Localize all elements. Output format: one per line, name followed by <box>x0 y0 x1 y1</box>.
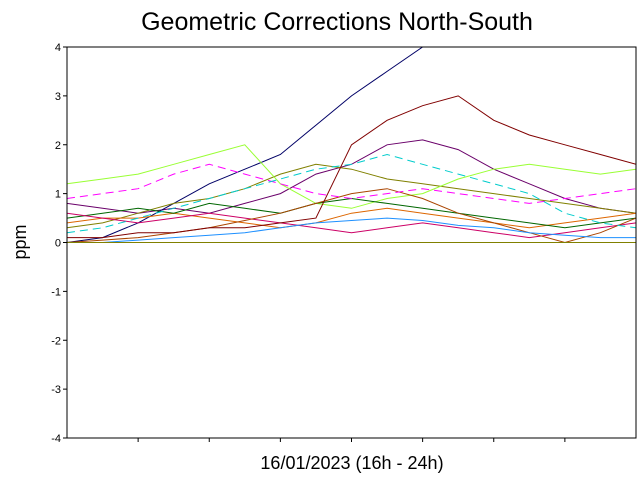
y-axis-label: ppm <box>10 224 30 259</box>
x-axis-label: 16/01/2023 (16h - 24h) <box>260 453 443 473</box>
y-tick-label: -2 <box>51 335 61 347</box>
series-line <box>66 163 637 204</box>
y-tick-label: -1 <box>51 286 61 298</box>
series-line <box>66 144 637 209</box>
y-tick-label: -3 <box>51 384 61 396</box>
y-tick-label: 3 <box>55 91 61 103</box>
series-line <box>67 95 637 239</box>
series-line <box>66 188 637 244</box>
y-tick-label: 0 <box>55 238 61 250</box>
chart-title: Geometric Corrections North-South <box>141 8 533 36</box>
series-line <box>66 207 637 229</box>
series-line <box>67 217 636 243</box>
series-layer <box>66 46 637 244</box>
x-axis-ticks <box>137 438 566 442</box>
y-tick-label: 2 <box>55 140 61 152</box>
series-line <box>66 163 637 229</box>
y-axis-ticks: -4 -3 -2 -1 0 1 2 3 4 <box>51 42 67 445</box>
y-tick-label: 1 <box>55 189 61 201</box>
series-line <box>66 153 637 234</box>
y-tick-label: 4 <box>55 42 61 54</box>
y-tick-label: -4 <box>51 433 61 445</box>
